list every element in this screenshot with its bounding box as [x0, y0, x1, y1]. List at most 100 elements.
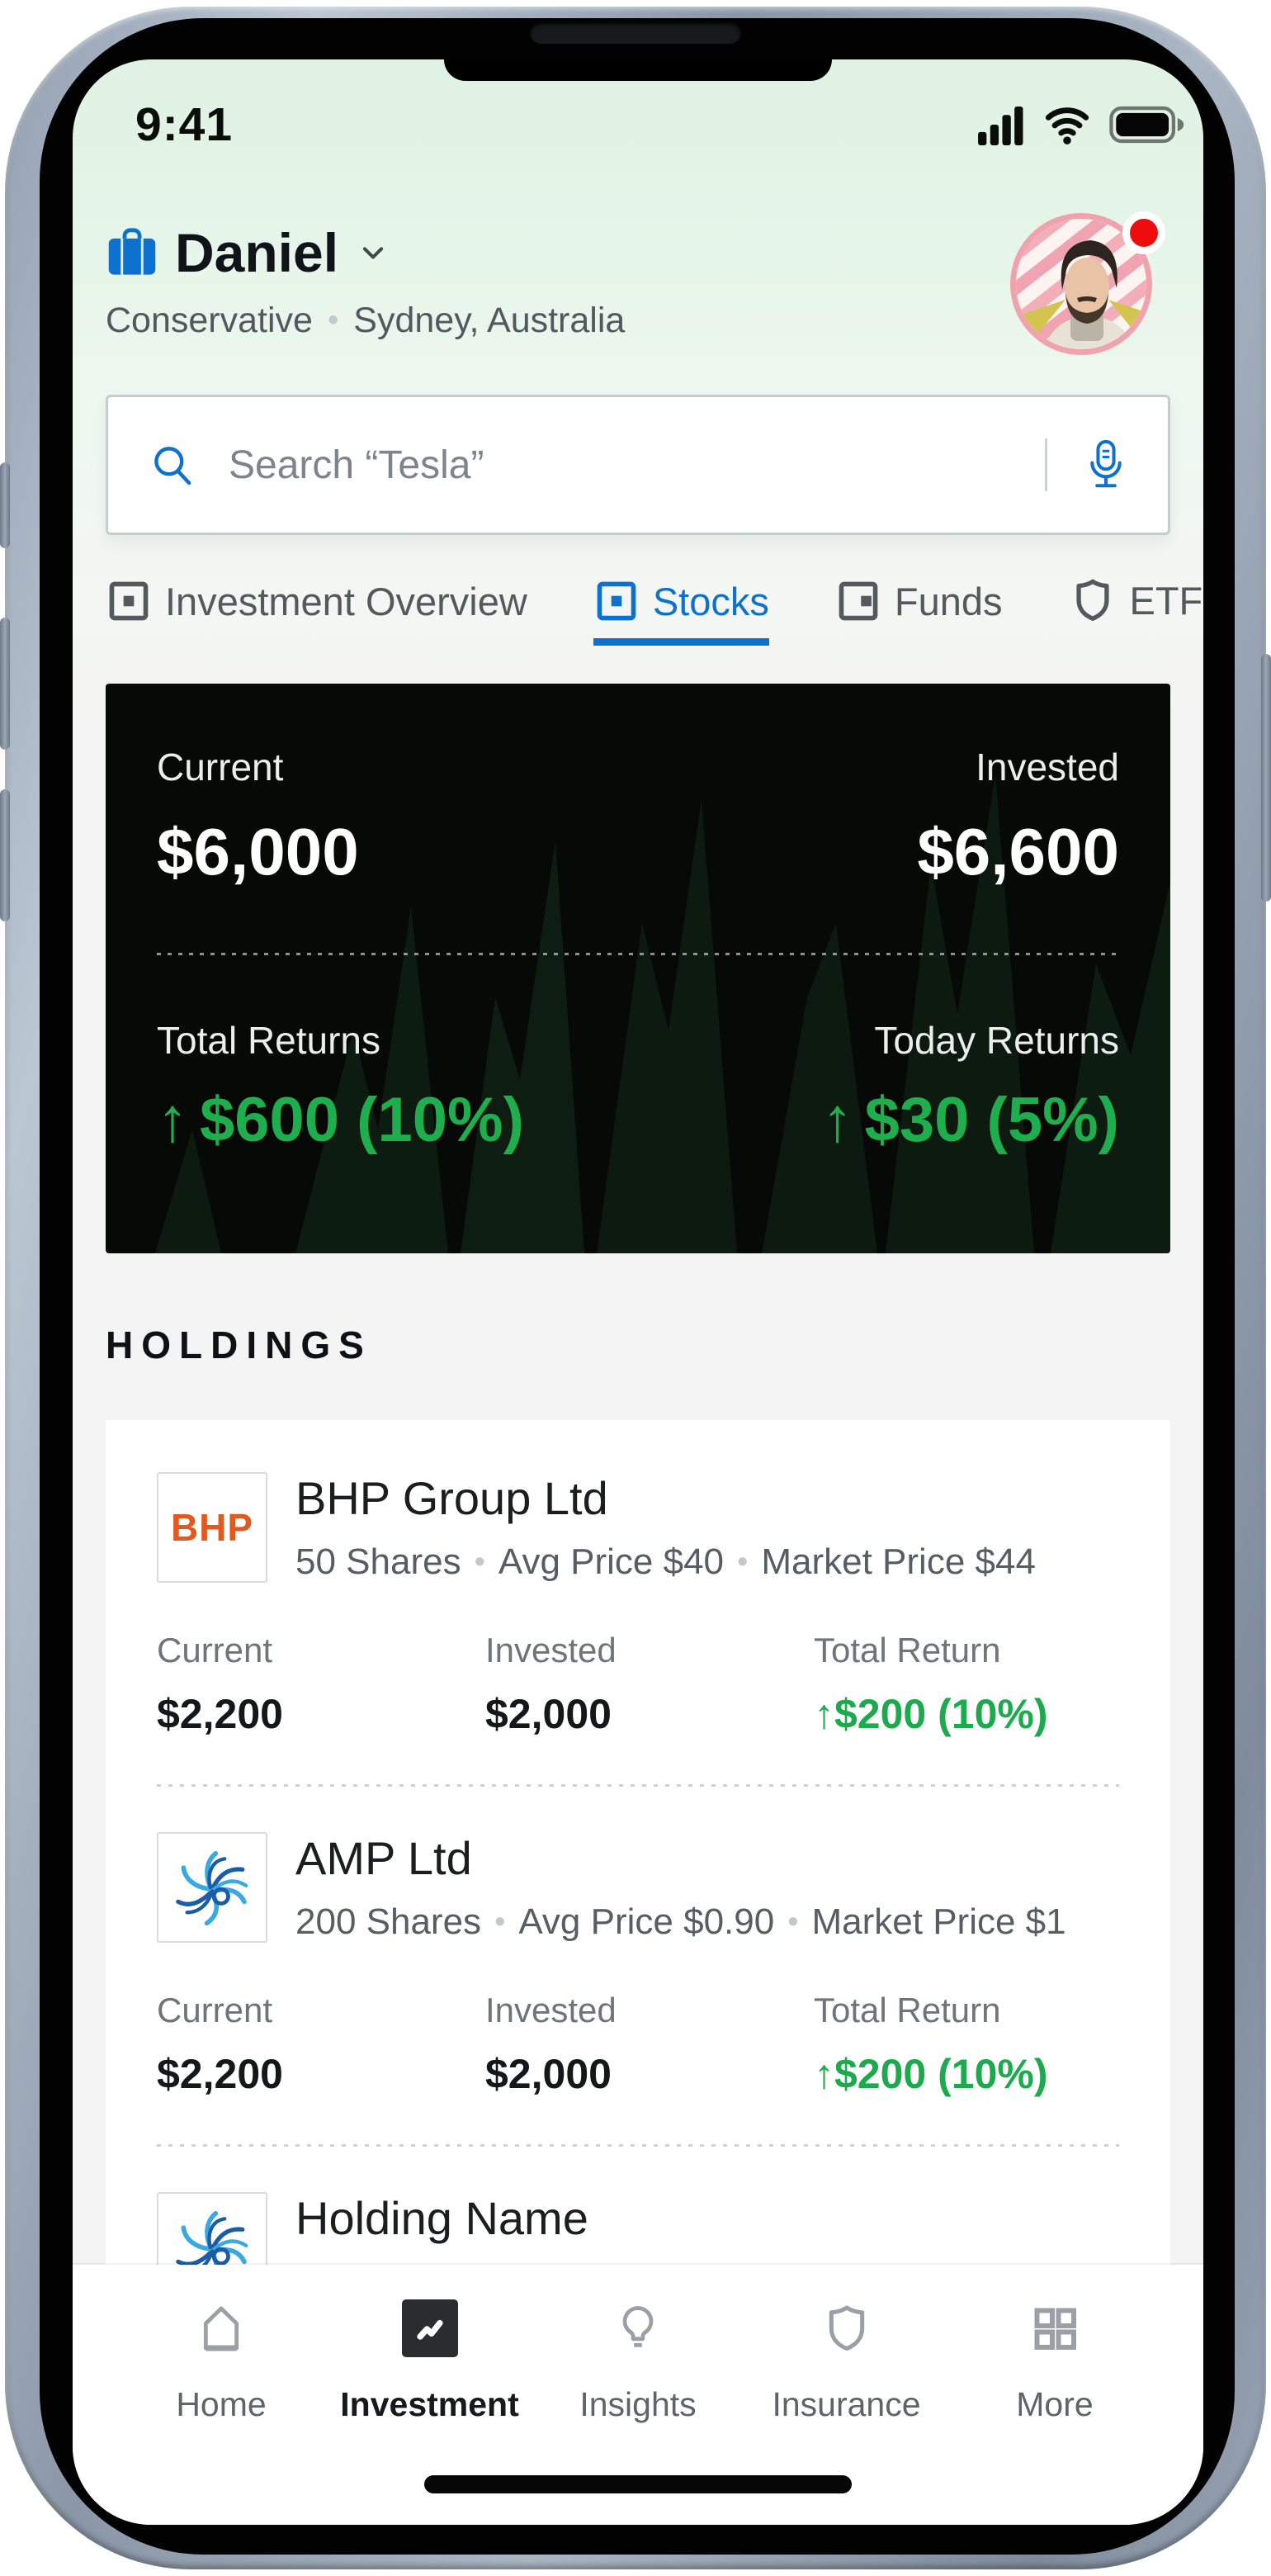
home-icon	[203, 2306, 239, 2351]
nav-item-more[interactable]: More	[972, 2296, 1137, 2525]
holding-details: 50 Shares • Avg Price $40 • Market Price…	[295, 1541, 1036, 1582]
portfolio-name: Daniel	[175, 222, 339, 283]
dotted-divider	[157, 2144, 1119, 2147]
holdings-section-title: HOLDINGS	[106, 1324, 372, 1366]
mute-switch	[0, 462, 10, 548]
dotted-divider	[157, 1784, 1119, 1787]
profile-avatar[interactable]	[1010, 211, 1165, 367]
holding-row-amp[interactable]: AMP Ltd 200 Shares • Avg Price $0.90 • M…	[157, 1831, 1119, 2098]
holding-current: $2,200	[157, 1691, 283, 1737]
today-returns-label: Today Returns	[874, 1019, 1119, 1062]
holding-invested: $2,000	[485, 2051, 612, 2097]
amp-flower-logo	[157, 1831, 267, 1943]
volume-up-button	[0, 618, 10, 750]
dot-separator: •	[787, 1904, 799, 1939]
category-tabs: Investment Overview Stocks Funds	[106, 576, 1203, 646]
today-returns-value: ↑ $30 (5%)	[821, 1085, 1119, 1155]
funds-icon	[839, 581, 878, 621]
summary-chart-background	[155, 774, 1170, 1253]
holding-total-return: ↑$200 (10%)	[814, 2051, 1048, 2097]
up-arrow-icon: ↑	[821, 1085, 853, 1155]
tab-funds[interactable]: Funds	[835, 578, 1003, 646]
holding-invested: $2,000	[485, 1691, 612, 1737]
invested-value: $6,600	[917, 815, 1119, 888]
search-icon	[154, 447, 191, 485]
dot-separator: •	[327, 303, 339, 338]
holding-name: Holding Name	[295, 2192, 588, 2244]
stocks-icon	[597, 581, 636, 621]
tab-investment-overview[interactable]: Investment Overview	[106, 578, 527, 646]
portfolio-selector[interactable]: Daniel Conservative • Sydney, Australia	[106, 221, 625, 341]
tab-label: Funds	[894, 579, 1003, 623]
tab-label: Stocks	[652, 579, 769, 623]
profile-header: Daniel Conservative • Sydney, Australia	[106, 211, 1170, 367]
summary-invested: Invested $6,600	[917, 745, 1119, 888]
holding-stats: Current $2,200 Invested $2,000 Total Ret…	[157, 1991, 1119, 2098]
up-arrow-icon: ↑	[814, 1691, 834, 1737]
bhp-logo: BHP	[157, 1471, 267, 1583]
holding-name: AMP Ltd	[295, 1832, 472, 1884]
wifi-icon	[1045, 107, 1089, 144]
volume-down-button	[0, 789, 10, 921]
risk-profile: Conservative	[106, 301, 313, 340]
dot-separator: •	[737, 1544, 749, 1579]
speaker-grille	[530, 21, 741, 44]
up-arrow-icon: ↑	[157, 1085, 188, 1155]
profile-subtitle: Conservative • Sydney, Australia	[106, 301, 625, 341]
etf-shield-icon	[1075, 579, 1109, 621]
summary-total-returns: Total Returns ↑ $600 (10%)	[157, 1018, 524, 1155]
location: Sydney, Australia	[353, 301, 626, 340]
summary-current: Current $6,000	[157, 745, 359, 888]
chevron-down-icon	[362, 247, 384, 259]
current-label: Current	[157, 746, 284, 788]
nav-item-home[interactable]: Home	[139, 2296, 304, 2525]
holding-total-return: ↑$200 (10%)	[814, 1691, 1048, 1737]
cellular-signal-icon	[978, 106, 1023, 145]
summary-dashed-divider	[157, 953, 1119, 955]
more-grid-icon	[1034, 2308, 1077, 2351]
nav-item-insurance[interactable]: Insurance	[764, 2296, 929, 2525]
holding-current: $2,200	[157, 2051, 283, 2097]
summary-today-returns: Today Returns ↑ $30 (5%)	[822, 1018, 1119, 1155]
total-returns-label: Total Returns	[157, 1019, 381, 1062]
holding-stats: Current $2,200 Invested $2,000 Total Ret…	[157, 1631, 1119, 1738]
portfolio-summary-card: Current $6,000 Invested $6,600 Total Ret…	[106, 684, 1170, 1253]
investment-icon	[401, 2299, 458, 2357]
notch	[444, 59, 832, 81]
search-divider	[1045, 438, 1047, 491]
overview-icon	[109, 581, 149, 621]
holding-row-bhp[interactable]: BHP BHP Group Ltd 50 Shares • Avg Price …	[157, 1471, 1119, 1738]
tab-etf[interactable]: ETF	[1069, 576, 1203, 646]
holding-details: 200 Shares • Avg Price $0.90 • Market Pr…	[295, 1901, 1066, 1942]
mic-icon[interactable]	[1085, 439, 1127, 490]
power-button	[1261, 654, 1271, 902]
notification-dot	[1122, 211, 1165, 254]
status-time: 9:41	[135, 98, 234, 151]
current-value: $6,000	[157, 815, 359, 888]
invested-label: Invested	[976, 746, 1119, 788]
summary-values-row: Current $6,000 Invested $6,600	[157, 745, 1119, 888]
summary-returns-row: Total Returns ↑ $600 (10%) Today Returns …	[157, 1018, 1119, 1155]
tab-stocks[interactable]: Stocks	[593, 578, 769, 646]
total-returns-value: ↑ $600 (10%)	[157, 1085, 524, 1155]
status-icons	[977, 104, 1185, 145]
app-screen: 9:41	[73, 59, 1203, 2525]
holding-name: BHP Group Ltd	[295, 1472, 608, 1524]
dot-separator: •	[474, 1544, 485, 1579]
briefcase-icon	[108, 228, 156, 275]
insights-bulb-icon	[622, 2306, 654, 2347]
insurance-shield-icon	[829, 2305, 864, 2351]
tab-label: Investment Overview	[165, 579, 527, 623]
nav-item-insights[interactable]: Insights	[555, 2296, 721, 2525]
search-input[interactable]	[227, 441, 1045, 489]
search-bar	[106, 395, 1170, 535]
dot-separator: •	[494, 1904, 506, 1939]
status-bar: 9:41	[73, 59, 1203, 152]
tab-label: ETF	[1129, 578, 1203, 623]
battery-icon	[1109, 106, 1184, 144]
nav-item-investment[interactable]: Investment	[340, 2296, 519, 2525]
home-indicator	[424, 2475, 852, 2493]
holdings-card: BHP BHP Group Ltd 50 Shares • Avg Price …	[106, 1420, 1170, 2377]
up-arrow-icon: ↑	[814, 2051, 834, 2097]
